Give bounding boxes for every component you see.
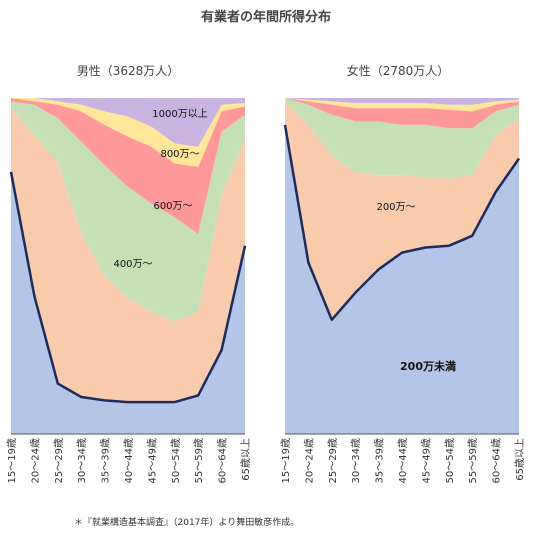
- male-x-tick-label: 15～19歳: [6, 438, 18, 483]
- female-x-tick-label: 55～59歳: [467, 438, 479, 483]
- male-area-400to600: [11, 101, 245, 322]
- female-area-series: [283, 98, 521, 435]
- female-x-tick-labels: 15～19歳 20～24歳 25～29歳 30～34歳 35～39歳 40～44歳 45～4…: [280, 438, 526, 483]
- female-x-tick-label: 50～54歳: [444, 438, 456, 483]
- female-x-tick-label: 15～19歳: [280, 438, 292, 483]
- male-x-tick-label: 60～64歳: [217, 438, 229, 483]
- female-area-over1000: [285, 98, 519, 105]
- male-panel: 男性（3628万人） 15～19歳 20～24歳 25～29歳 30～34歳 35～39…: [6, 64, 252, 483]
- footnote: ＊『就業構造基本調査』（2017年）より舞田敏彦作成。: [74, 516, 299, 528]
- male-x-tick-labels: 15～19歳 20～24歳 25～29歳 30～34歳 35～39歳 40～44歳 45～4…: [6, 438, 252, 483]
- male-x-tick-label: 35～39歳: [100, 438, 112, 483]
- female-label-200: 200万～: [376, 202, 415, 213]
- female-label-under200: 200万未満: [400, 359, 456, 373]
- male-x-tick-label: 65歳以上: [240, 438, 252, 481]
- female-x-tick-label: 40～44歳: [397, 438, 409, 483]
- male-x-tick-label: 25～29歳: [53, 438, 65, 483]
- male-panel-title: 男性（3628万人）: [77, 64, 180, 78]
- male-label-800: 800万～: [160, 149, 199, 160]
- male-label-over1000: 1000万以上: [152, 108, 207, 120]
- male-x-tick-label: 30～34歳: [76, 438, 88, 483]
- female-panel: 女性（2780万人） 15～19歳 20～24歳 25～29歳 30～34歳 35～39…: [280, 63, 526, 483]
- male-area-under200: [11, 171, 245, 434]
- male-label-400: 400万～: [113, 259, 152, 270]
- male-x-tick-label: 55～59歳: [193, 438, 205, 483]
- female-x-tick-label: 20～24歳: [303, 438, 315, 483]
- female-area-200to400: [285, 101, 519, 320]
- female-x-tick-label: 60～64歳: [491, 438, 503, 483]
- male-area-800to1000: [11, 98, 245, 167]
- male-area-over1000: [11, 98, 245, 147]
- male-x-tick-label: 50～54歳: [170, 438, 182, 483]
- chart-title: 有業者の年間所得分布: [201, 9, 331, 25]
- male-x-tick-label: 20～24歳: [29, 438, 41, 483]
- male-area-600to800: [11, 98, 245, 235]
- female-area-under200: [285, 124, 519, 435]
- female-x-tick-label: 30～34歳: [350, 438, 362, 483]
- female-under200-line: [283, 124, 521, 322]
- female-x-tick-label: 35～39歳: [374, 438, 386, 483]
- female-x-tick-label: 65歳以上: [514, 438, 526, 481]
- male-label-600: 600万～: [153, 201, 192, 212]
- male-x-tick-label: 45～49歳: [146, 438, 158, 483]
- female-x-tick-label: 45～49歳: [420, 438, 432, 483]
- female-panel-title: 女性（2780万人）: [347, 63, 450, 78]
- male-area-200to400: [11, 108, 245, 403]
- female-x-tick-label: 25～29歳: [327, 438, 339, 483]
- male-under200-line: [9, 171, 247, 404]
- female-area-600to800: [285, 98, 519, 129]
- female-area-800to1000: [285, 98, 519, 112]
- male-x-tick-label: 40～44歳: [123, 438, 135, 483]
- male-area-series: [9, 98, 247, 435]
